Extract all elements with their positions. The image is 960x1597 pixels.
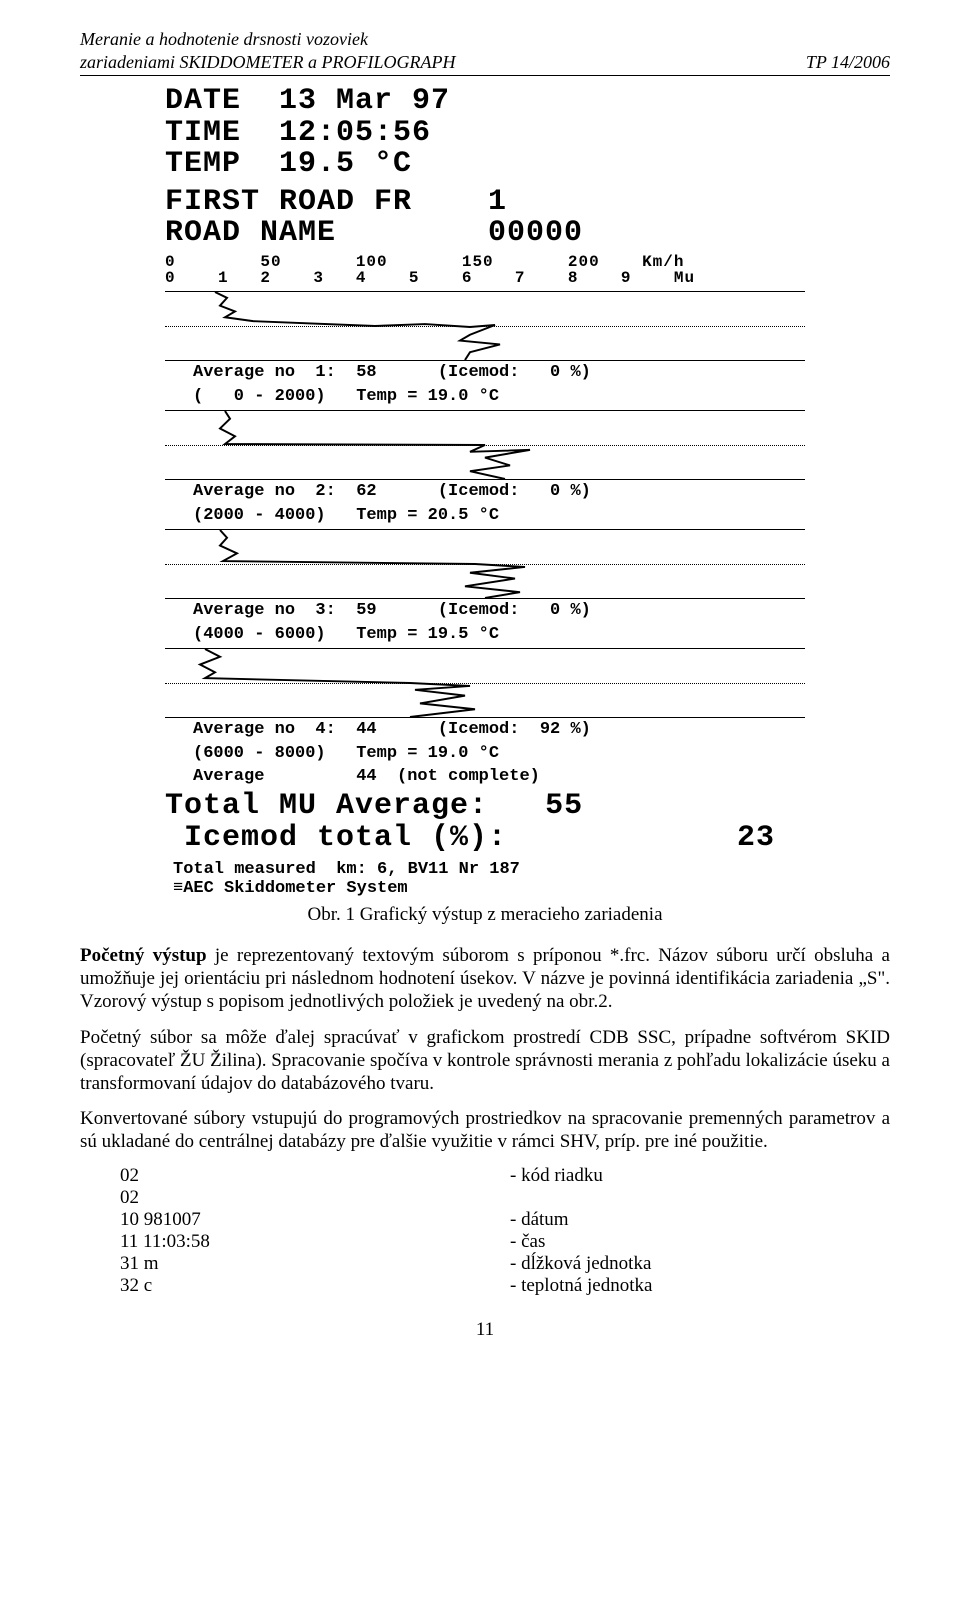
list-row: 02- kód riadku — [120, 1165, 890, 1187]
chart-strip — [165, 291, 805, 361]
list-row: 31 m- dĺžková jednotka — [120, 1253, 890, 1275]
avg-line: Average 44 (not complete) — [193, 767, 805, 787]
page-number: 11 — [80, 1319, 890, 1341]
strip-trace — [215, 292, 500, 360]
header-rule — [80, 75, 890, 76]
icemod-label: Icemod total (%): — [165, 823, 507, 855]
list-key: 10 981007 — [120, 1209, 510, 1231]
axis-bottom: 0 1 2 3 4 5 6 7 8 9 Mu — [165, 270, 805, 287]
code-list: 02- kód riadku0210 981007- dátum11 11:03… — [120, 1165, 890, 1297]
strip-container: Average no 1: 58 (Icemod: 0 %) ( 0 - 2000… — [165, 291, 805, 763]
header-right: TP 14/2006 — [806, 51, 890, 74]
list-key: 11 11:03:58 — [120, 1231, 510, 1253]
printout-temp: TEMP 19.5 °C — [165, 149, 805, 181]
printout-time: TIME 12:05:56 — [165, 118, 805, 150]
list-row: 32 c- teplotná jednotka — [120, 1275, 890, 1297]
list-key: 31 m — [120, 1253, 510, 1275]
list-value: - kód riadku — [510, 1165, 603, 1187]
strip-trace-svg — [165, 530, 805, 598]
list-value: - čas — [510, 1231, 545, 1253]
list-value: - teplotná jednotka — [510, 1275, 652, 1297]
figure-caption: Obr. 1 Grafický výstup z meracieho zaria… — [165, 904, 805, 926]
strip-caption-line2: (2000 - 4000) Temp = 20.5 °C — [193, 506, 805, 526]
chart-strip — [165, 648, 805, 718]
list-key: 32 c — [120, 1275, 510, 1297]
total-mu-row: Total MU Average: 55 — [165, 791, 805, 823]
strip-trace-svg — [165, 292, 805, 360]
strip-trace — [200, 649, 475, 717]
header-left: Meranie a hodnotenie drsnosti vozoviek z… — [80, 28, 455, 73]
list-row: 10 981007- dátum — [120, 1209, 890, 1231]
chart-strip — [165, 529, 805, 599]
strip-caption-line1: Average no 3: 59 (Icemod: 0 %) — [193, 601, 805, 621]
total-mu-label: Total MU Average: — [165, 789, 488, 823]
strip-trace — [220, 411, 530, 479]
list-row: 02 — [120, 1187, 890, 1209]
list-row: 11 11:03:58- čas — [120, 1231, 890, 1253]
icemod-row: Icemod total (%): 23 — [165, 823, 805, 855]
list-value: - dĺžková jednotka — [510, 1253, 651, 1275]
measured-line: Total measured km: 6, BV11 Nr 187 — [173, 860, 805, 879]
header-left-line2: zariadeniami SKIDDOMETER a PROFILOGRAPH — [80, 51, 455, 74]
axis-top: 0 50 100 150 200 Km/h — [165, 254, 805, 271]
printout-first-road: FIRST ROAD FR 1 — [165, 187, 805, 219]
p1-lead: Početný výstup — [80, 945, 207, 966]
paragraph-2: Početný súbor sa môže ďalej spracúvať v … — [80, 1026, 890, 1096]
header-left-line1: Meranie a hodnotenie drsnosti vozoviek — [80, 28, 455, 51]
strip-caption-line1: Average no 4: 44 (Icemod: 92 %) — [193, 720, 805, 740]
strip-caption-line2: ( 0 - 2000) Temp = 19.0 °C — [193, 387, 805, 407]
system-line: ≡AEC Skiddometer System — [173, 879, 805, 898]
icemod-value: 23 — [737, 823, 805, 855]
paragraph-1: Početný výstup je reprezentovaný textový… — [80, 944, 890, 1014]
strip-trace-svg — [165, 649, 805, 717]
total-mu-value: 55 — [545, 789, 583, 823]
printout-road-name: ROAD NAME 00000 — [165, 218, 805, 250]
strip-caption-line2: (4000 - 6000) Temp = 19.5 °C — [193, 625, 805, 645]
strip-caption-line1: Average no 1: 58 (Icemod: 0 %) — [193, 363, 805, 383]
strip-trace — [220, 530, 525, 598]
strip-caption-line1: Average no 2: 62 (Icemod: 0 %) — [193, 482, 805, 502]
paragraph-3: Konvertované súbory vstupujú do programo… — [80, 1107, 890, 1153]
chart-strip — [165, 410, 805, 480]
printout-figure: DATE 13 Mar 97 TIME 12:05:56 TEMP 19.5 °… — [165, 86, 805, 926]
body-text: Početný výstup je reprezentovaný textový… — [80, 944, 890, 1153]
list-value: - dátum — [510, 1209, 569, 1231]
strip-caption-line2: (6000 - 8000) Temp = 19.0 °C — [193, 744, 805, 764]
strip-trace-svg — [165, 411, 805, 479]
list-key: 02 — [120, 1165, 510, 1187]
page-header: Meranie a hodnotenie drsnosti vozoviek z… — [80, 28, 890, 73]
printout-date: DATE 13 Mar 97 — [165, 86, 805, 118]
list-key: 02 — [120, 1187, 510, 1209]
